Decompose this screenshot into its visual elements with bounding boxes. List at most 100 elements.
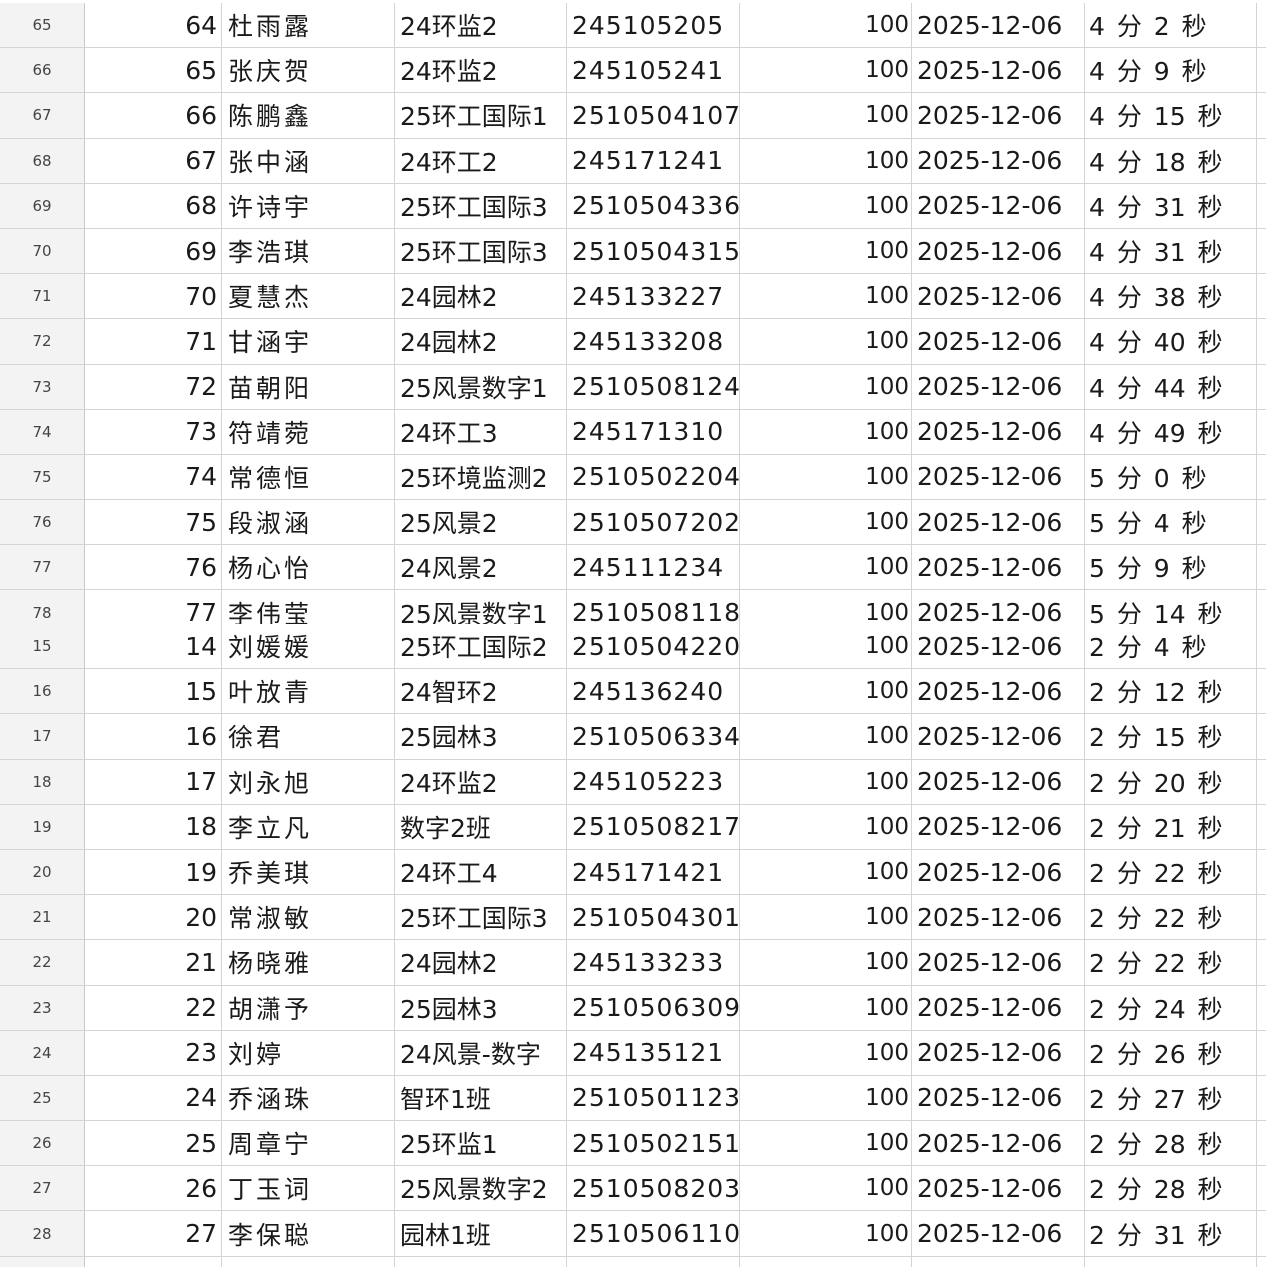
duration-cell[interactable]: 2 分 20 秒	[1085, 759, 1257, 804]
name-cell[interactable]: 丁玉词	[222, 1166, 395, 1211]
class-cell[interactable]: 24园林2	[395, 274, 567, 319]
rank-cell[interactable]: 64	[85, 3, 222, 48]
score-cell[interactable]: 100	[740, 364, 912, 409]
name-cell[interactable]: 胡潇予	[222, 985, 395, 1030]
duration-cell[interactable]: 4 分 49 秒	[1085, 409, 1257, 454]
duration-cell[interactable]: 4 分 44 秒	[1085, 364, 1257, 409]
score-cell[interactable]: 100	[740, 1121, 912, 1166]
date-cell[interactable]: 2025-12-06	[912, 1121, 1085, 1166]
name-cell[interactable]: 李伟莹	[222, 590, 395, 630]
row-number-cell[interactable]: 25	[0, 1075, 85, 1121]
name-cell[interactable]: 叶放青	[222, 669, 395, 714]
row-number-cell[interactable]: 68	[0, 138, 85, 183]
date-cell[interactable]: 2025-12-06	[912, 940, 1085, 985]
empty-cell[interactable]	[1257, 184, 1266, 228]
rank-cell[interactable]: 69	[85, 228, 222, 274]
score-cell[interactable]: 100	[740, 48, 912, 93]
student-id-cell[interactable]: 2510508118	[567, 590, 740, 630]
student-id-cell[interactable]: 245133233	[567, 940, 740, 985]
date-cell[interactable]: 2025-12-06	[912, 1075, 1085, 1121]
rank-cell[interactable]: 14	[85, 624, 222, 669]
student-id-cell[interactable]: 2510504336	[567, 183, 740, 228]
student-id-cell[interactable]: 2510501123	[567, 1075, 740, 1121]
rank-cell[interactable]: 65	[85, 48, 222, 93]
score-cell[interactable]: 100	[740, 319, 912, 364]
class-cell[interactable]: 24环工3	[395, 409, 567, 454]
rank-cell[interactable]: 77	[85, 590, 222, 630]
row-number-cell[interactable]: 19	[0, 804, 85, 849]
student-id-cell[interactable]: 245111234	[567, 545, 740, 590]
rank-cell[interactable]: 26	[85, 1166, 222, 1211]
score-cell[interactable]: 100	[740, 669, 912, 714]
date-cell[interactable]: 2025-12-06	[912, 409, 1085, 454]
student-id-cell[interactable]: 2510502204	[567, 454, 740, 500]
empty-cell[interactable]	[1257, 1166, 1266, 1210]
duration-cell[interactable]: 2 分 21 秒	[1085, 804, 1257, 849]
duration-cell[interactable]: 4 分 31 秒	[1085, 183, 1257, 228]
student-id-cell[interactable]: 2510508124	[567, 364, 740, 409]
class-cell[interactable]: 24环工2	[395, 138, 567, 183]
empty-cell[interactable]	[1257, 274, 1266, 318]
score-cell[interactable]: 100	[740, 138, 912, 183]
name-cell[interactable]: 符靖菀	[222, 409, 395, 454]
empty-cell[interactable]	[1257, 48, 1266, 92]
empty-cell[interactable]	[1257, 624, 1266, 668]
duration-cell[interactable]: 2 分 31 秒	[1085, 1211, 1257, 1256]
rank-cell[interactable]: 25	[85, 1121, 222, 1166]
class-cell[interactable]: 24智环2	[395, 669, 567, 714]
row-number-cell[interactable]: 24	[0, 1030, 85, 1075]
class-cell[interactable]: 25环工国际3	[395, 895, 567, 940]
class-cell[interactable]: 25环工国际1	[395, 93, 567, 138]
date-cell[interactable]: 2025-12-06	[912, 669, 1085, 714]
name-cell[interactable]: 段淑涵	[222, 500, 395, 545]
duration-cell[interactable]: 5 分 14 秒	[1085, 590, 1257, 630]
row-number-cell[interactable]: 65	[0, 3, 85, 48]
row-number-cell[interactable]: 70	[0, 228, 85, 274]
date-cell[interactable]: 2025-12-06	[912, 500, 1085, 545]
student-id-cell[interactable]	[567, 1256, 740, 1267]
date-cell[interactable]: 2025-12-06	[912, 590, 1085, 630]
duration-cell[interactable]: 4 分 18 秒	[1085, 138, 1257, 183]
date-cell[interactable]: 2025-12-06	[912, 1211, 1085, 1256]
empty-cell[interactable]	[1257, 3, 1266, 47]
date-cell[interactable]: 2025-12-06	[912, 624, 1085, 669]
date-cell[interactable]: 2025-12-06	[912, 48, 1085, 93]
student-id-cell[interactable]: 2510506334	[567, 714, 740, 759]
empty-cell[interactable]	[1257, 319, 1266, 363]
rank-cell[interactable]: 23	[85, 1030, 222, 1075]
score-cell[interactable]: 100	[740, 454, 912, 500]
duration-cell[interactable]: 2 分 28 秒	[1085, 1121, 1257, 1166]
score-cell[interactable]: 100	[740, 590, 912, 630]
duration-cell[interactable]: 4 分 2 秒	[1085, 3, 1257, 48]
class-cell[interactable]: 25环境监测2	[395, 454, 567, 500]
empty-cell[interactable]	[1257, 940, 1266, 984]
empty-cell[interactable]	[1257, 545, 1266, 589]
row-number-cell[interactable]: 66	[0, 48, 85, 93]
student-id-cell[interactable]: 2510504301	[567, 895, 740, 940]
score-cell[interactable]: 100	[740, 849, 912, 895]
score-cell[interactable]: 100	[740, 228, 912, 274]
rank-cell[interactable]: 17	[85, 759, 222, 804]
class-cell[interactable]: 园林1班	[395, 1211, 567, 1256]
row-number-cell[interactable]: 26	[0, 1121, 85, 1166]
name-cell[interactable]: 张中涵	[222, 138, 395, 183]
row-number-cell[interactable]: 67	[0, 93, 85, 138]
student-id-cell[interactable]: 245171241	[567, 138, 740, 183]
row-number-cell[interactable]: 72	[0, 319, 85, 364]
duration-cell[interactable]: 4 分 31 秒	[1085, 228, 1257, 274]
rank-cell[interactable]: 19	[85, 849, 222, 895]
class-cell[interactable]	[395, 1256, 567, 1267]
rank-cell[interactable]: 73	[85, 409, 222, 454]
name-cell[interactable]: 甘涵宇	[222, 319, 395, 364]
class-cell[interactable]: 24环监2	[395, 48, 567, 93]
score-cell[interactable]: 100	[740, 1166, 912, 1211]
score-cell[interactable]: 100	[740, 545, 912, 590]
rank-cell[interactable]: 18	[85, 804, 222, 849]
student-id-cell[interactable]: 2510507202	[567, 500, 740, 545]
score-cell[interactable]: 100	[740, 804, 912, 849]
duration-cell[interactable]: 2 分 28 秒	[1085, 1166, 1257, 1211]
name-cell[interactable]: 常德恒	[222, 454, 395, 500]
rank-cell[interactable]: 68	[85, 183, 222, 228]
class-cell[interactable]: 智环1班	[395, 1075, 567, 1121]
duration-cell[interactable]: 4 分 9 秒	[1085, 48, 1257, 93]
